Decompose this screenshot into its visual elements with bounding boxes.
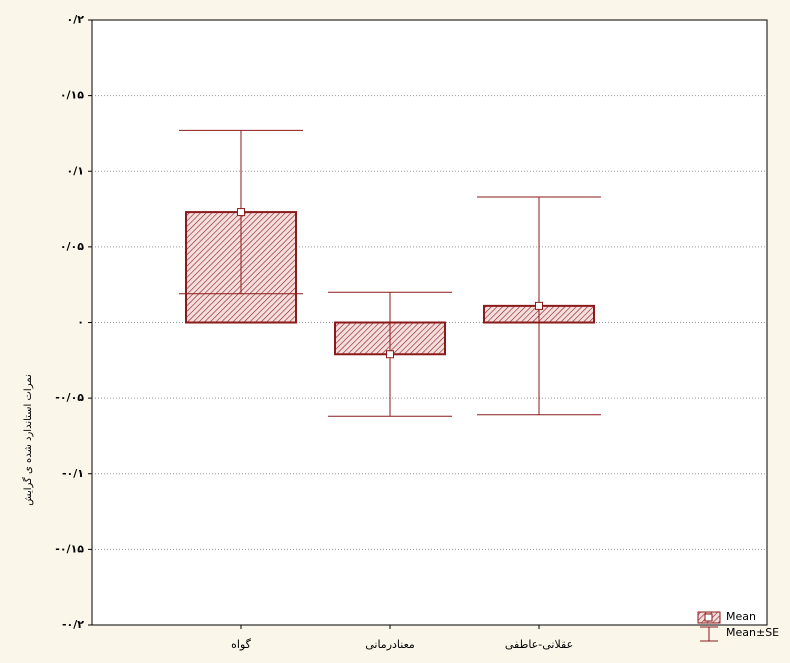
y-tick-label: ۰/۱	[67, 164, 84, 177]
y-tick-label: ۰/۱۵	[60, 89, 84, 102]
legend-label: Mean±SE	[726, 626, 779, 639]
mean-point	[238, 209, 245, 216]
x-tick-label: گواه	[231, 638, 252, 651]
y-tick-label: ۰/۰۵	[60, 240, 84, 253]
y-tick-label: -۰/۱	[62, 467, 84, 480]
y-tick-label: ۰	[77, 316, 84, 329]
x-tick-label: معنادرمانی	[365, 638, 415, 651]
y-tick-label: ۰/۲	[67, 13, 85, 26]
mean-point	[536, 302, 543, 309]
y-tick-label: -۰/۱۵	[55, 542, 84, 555]
x-tick-label: عقلانی-عاطفی	[505, 638, 573, 651]
legend-label: Mean	[726, 610, 756, 623]
mean-point	[387, 351, 394, 358]
chart: نمرات استاندارد شده ی گرایش ۰/۲ ۰/۱۵ ۰/۱ ۰/…	[0, 0, 790, 663]
y-axis-label: نمرات استاندارد شده ی گرایش	[22, 374, 34, 506]
y-tick-label: -۰/۰۵	[55, 391, 84, 404]
y-tick-label: -۰/۲	[62, 618, 84, 631]
legend-swatch	[705, 614, 712, 621]
